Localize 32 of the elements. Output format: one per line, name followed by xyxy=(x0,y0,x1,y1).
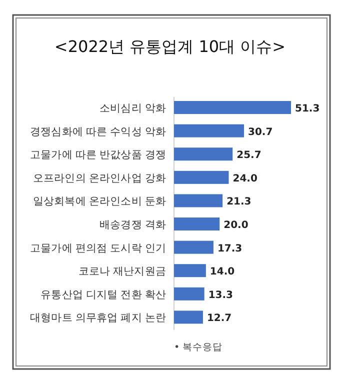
data-label: 21.3 xyxy=(226,196,252,208)
y-tick-label: 경쟁심화에 따른 수익성 악화 xyxy=(30,126,166,138)
chart-title: <2022년 유통업계 10대 이슈> xyxy=(54,37,286,56)
data-label: 24.0 xyxy=(232,173,258,184)
bar xyxy=(174,310,203,324)
bar xyxy=(174,170,229,184)
y-tick-label: 대형마트 의무휴업 폐지 논란 xyxy=(30,312,166,324)
y-tick-label: 배송경쟁 격화 xyxy=(99,219,166,231)
data-label: 17.3 xyxy=(217,243,242,254)
data-label: 51.3 xyxy=(295,104,320,114)
data-label: 30.7 xyxy=(248,126,273,138)
data-label: 20.0 xyxy=(224,220,248,231)
data-label: 12.7 xyxy=(206,313,232,324)
y-tick-label: 유통산업 디지털 전환 확산 xyxy=(40,288,166,301)
y-tick-label: 오프라인의 온라인사업 강화 xyxy=(32,172,166,184)
data-label: 13.3 xyxy=(208,290,234,301)
bar xyxy=(174,194,223,208)
y-tick-label: 코로나 재난지원금 xyxy=(78,266,166,278)
bar xyxy=(174,264,206,278)
y-tick-label: 고물가에 편의점 도시락 인기 xyxy=(30,242,166,254)
bar xyxy=(174,124,244,138)
y-tick-label: 소비심리 악화 xyxy=(99,102,166,114)
bar xyxy=(174,218,220,230)
y-tick-label: 일상회복에 온라인소비 둔화 xyxy=(32,196,166,208)
data-label: 25.7 xyxy=(236,150,262,162)
bar xyxy=(174,287,204,300)
bar xyxy=(174,240,214,254)
data-label: 14.0 xyxy=(210,266,235,278)
bar xyxy=(174,148,233,161)
y-tick-label: 고물가에 따른 반값상품 경쟁 xyxy=(30,149,166,162)
bar xyxy=(174,101,291,114)
text: • 복수응답 xyxy=(174,342,223,353)
